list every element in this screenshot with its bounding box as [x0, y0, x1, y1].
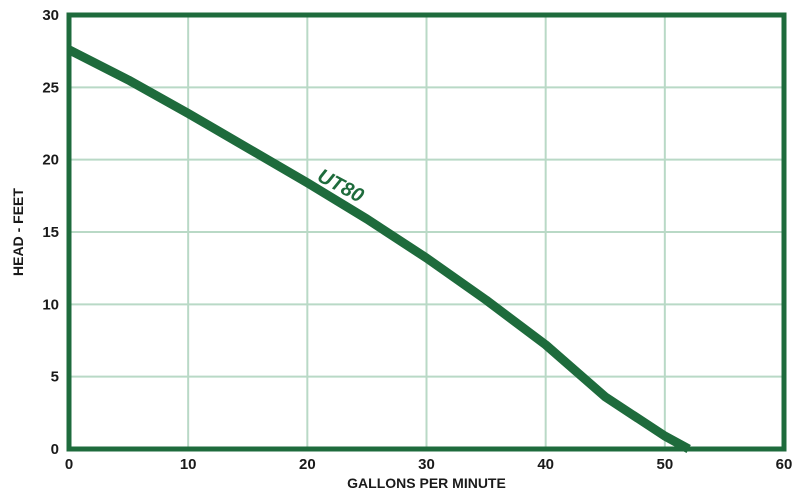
series-line-ut80 — [66, 45, 691, 453]
x-tick-label-2: 20 — [299, 456, 316, 473]
y-tick-label-6: 30 — [42, 7, 59, 24]
x-tick-label-0: 0 — [65, 456, 73, 473]
x-tick-label-4: 40 — [537, 456, 554, 473]
y-tick-label-0: 0 — [51, 441, 59, 458]
x-axis-label: GALLONS PER MINUTE — [347, 475, 506, 491]
x-tick-label-6: 60 — [776, 456, 793, 473]
x-tick-label-5: 50 — [656, 456, 673, 473]
y-tick-label-3: 15 — [42, 224, 59, 241]
y-tick-label-2: 10 — [42, 296, 59, 313]
y-tick-label-4: 20 — [42, 152, 59, 169]
grid-lines — [68, 14, 785, 450]
y-tick-labels: 0 5 10 15 20 25 30 — [42, 7, 59, 458]
x-tick-label-1: 10 — [180, 456, 197, 473]
y-axis-label: HEAD - FEET — [10, 188, 26, 276]
plot-frame — [66, 12, 787, 452]
y-tick-label-5: 25 — [42, 79, 59, 96]
y-tick-label-1: 5 — [51, 369, 59, 386]
x-tick-labels: 0 10 20 30 40 50 60 — [65, 456, 793, 473]
x-tick-label-3: 30 — [418, 456, 435, 473]
